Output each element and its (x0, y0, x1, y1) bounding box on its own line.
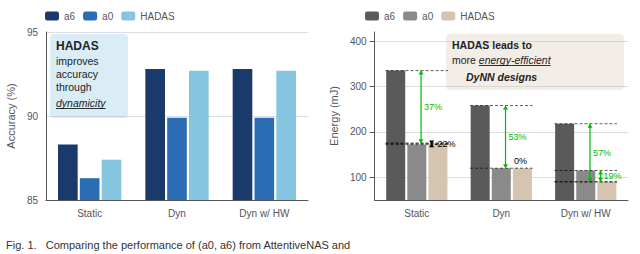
svg-text:400: 400 (350, 36, 367, 47)
svg-text:Energy (mJ): Energy (mJ) (328, 86, 340, 146)
svg-text:more: more (452, 54, 479, 66)
svg-text:HADAS: HADAS (460, 11, 495, 22)
svg-text:Static: Static (77, 208, 102, 219)
svg-text:Dyn w/ HW: Dyn w/ HW (239, 208, 290, 219)
svg-text:Static: Static (404, 208, 429, 219)
svg-text:19%: 19% (604, 171, 622, 181)
svg-text:53%: 53% (509, 132, 527, 142)
svg-text:accuracy: accuracy (56, 68, 99, 80)
svg-text:95: 95 (27, 27, 39, 38)
svg-text:300: 300 (350, 81, 367, 92)
svg-text:57%: 57% (593, 148, 611, 158)
svg-text:85: 85 (27, 195, 39, 206)
svg-text:a0: a0 (102, 11, 114, 22)
svg-text:a0: a0 (422, 11, 434, 22)
svg-text:improves: improves (56, 55, 99, 67)
svg-text:a6: a6 (64, 11, 76, 22)
svg-text:-22%: -22% (435, 139, 456, 149)
svg-text:Accuracy (%): Accuracy (%) (5, 83, 17, 148)
svg-text:HADAS: HADAS (56, 39, 99, 53)
svg-text:100: 100 (350, 172, 367, 183)
svg-text:Fig. 1. Comparing the perfor: Fig. 1. Comparing the performance of (a0… (6, 239, 350, 251)
svg-text:through: through (56, 81, 92, 93)
svg-text:HADAS: HADAS (140, 11, 175, 22)
svg-text:a6: a6 (384, 11, 396, 22)
svg-text:dynamicity: dynamicity (56, 97, 106, 109)
svg-text:37%: 37% (424, 102, 442, 112)
svg-text:HADAS leads to: HADAS leads to (452, 39, 532, 51)
svg-text:energy-efficient: energy-efficient (479, 54, 552, 66)
svg-text:0%: 0% (514, 156, 527, 166)
svg-text:DyNN designs: DyNN designs (466, 71, 537, 83)
svg-text:Dyn: Dyn (492, 208, 510, 219)
svg-text:Dyn w/ HW: Dyn w/ HW (561, 208, 612, 219)
svg-text:Dyn: Dyn (168, 208, 186, 219)
svg-text:90: 90 (27, 111, 39, 122)
svg-text:200: 200 (350, 126, 367, 137)
